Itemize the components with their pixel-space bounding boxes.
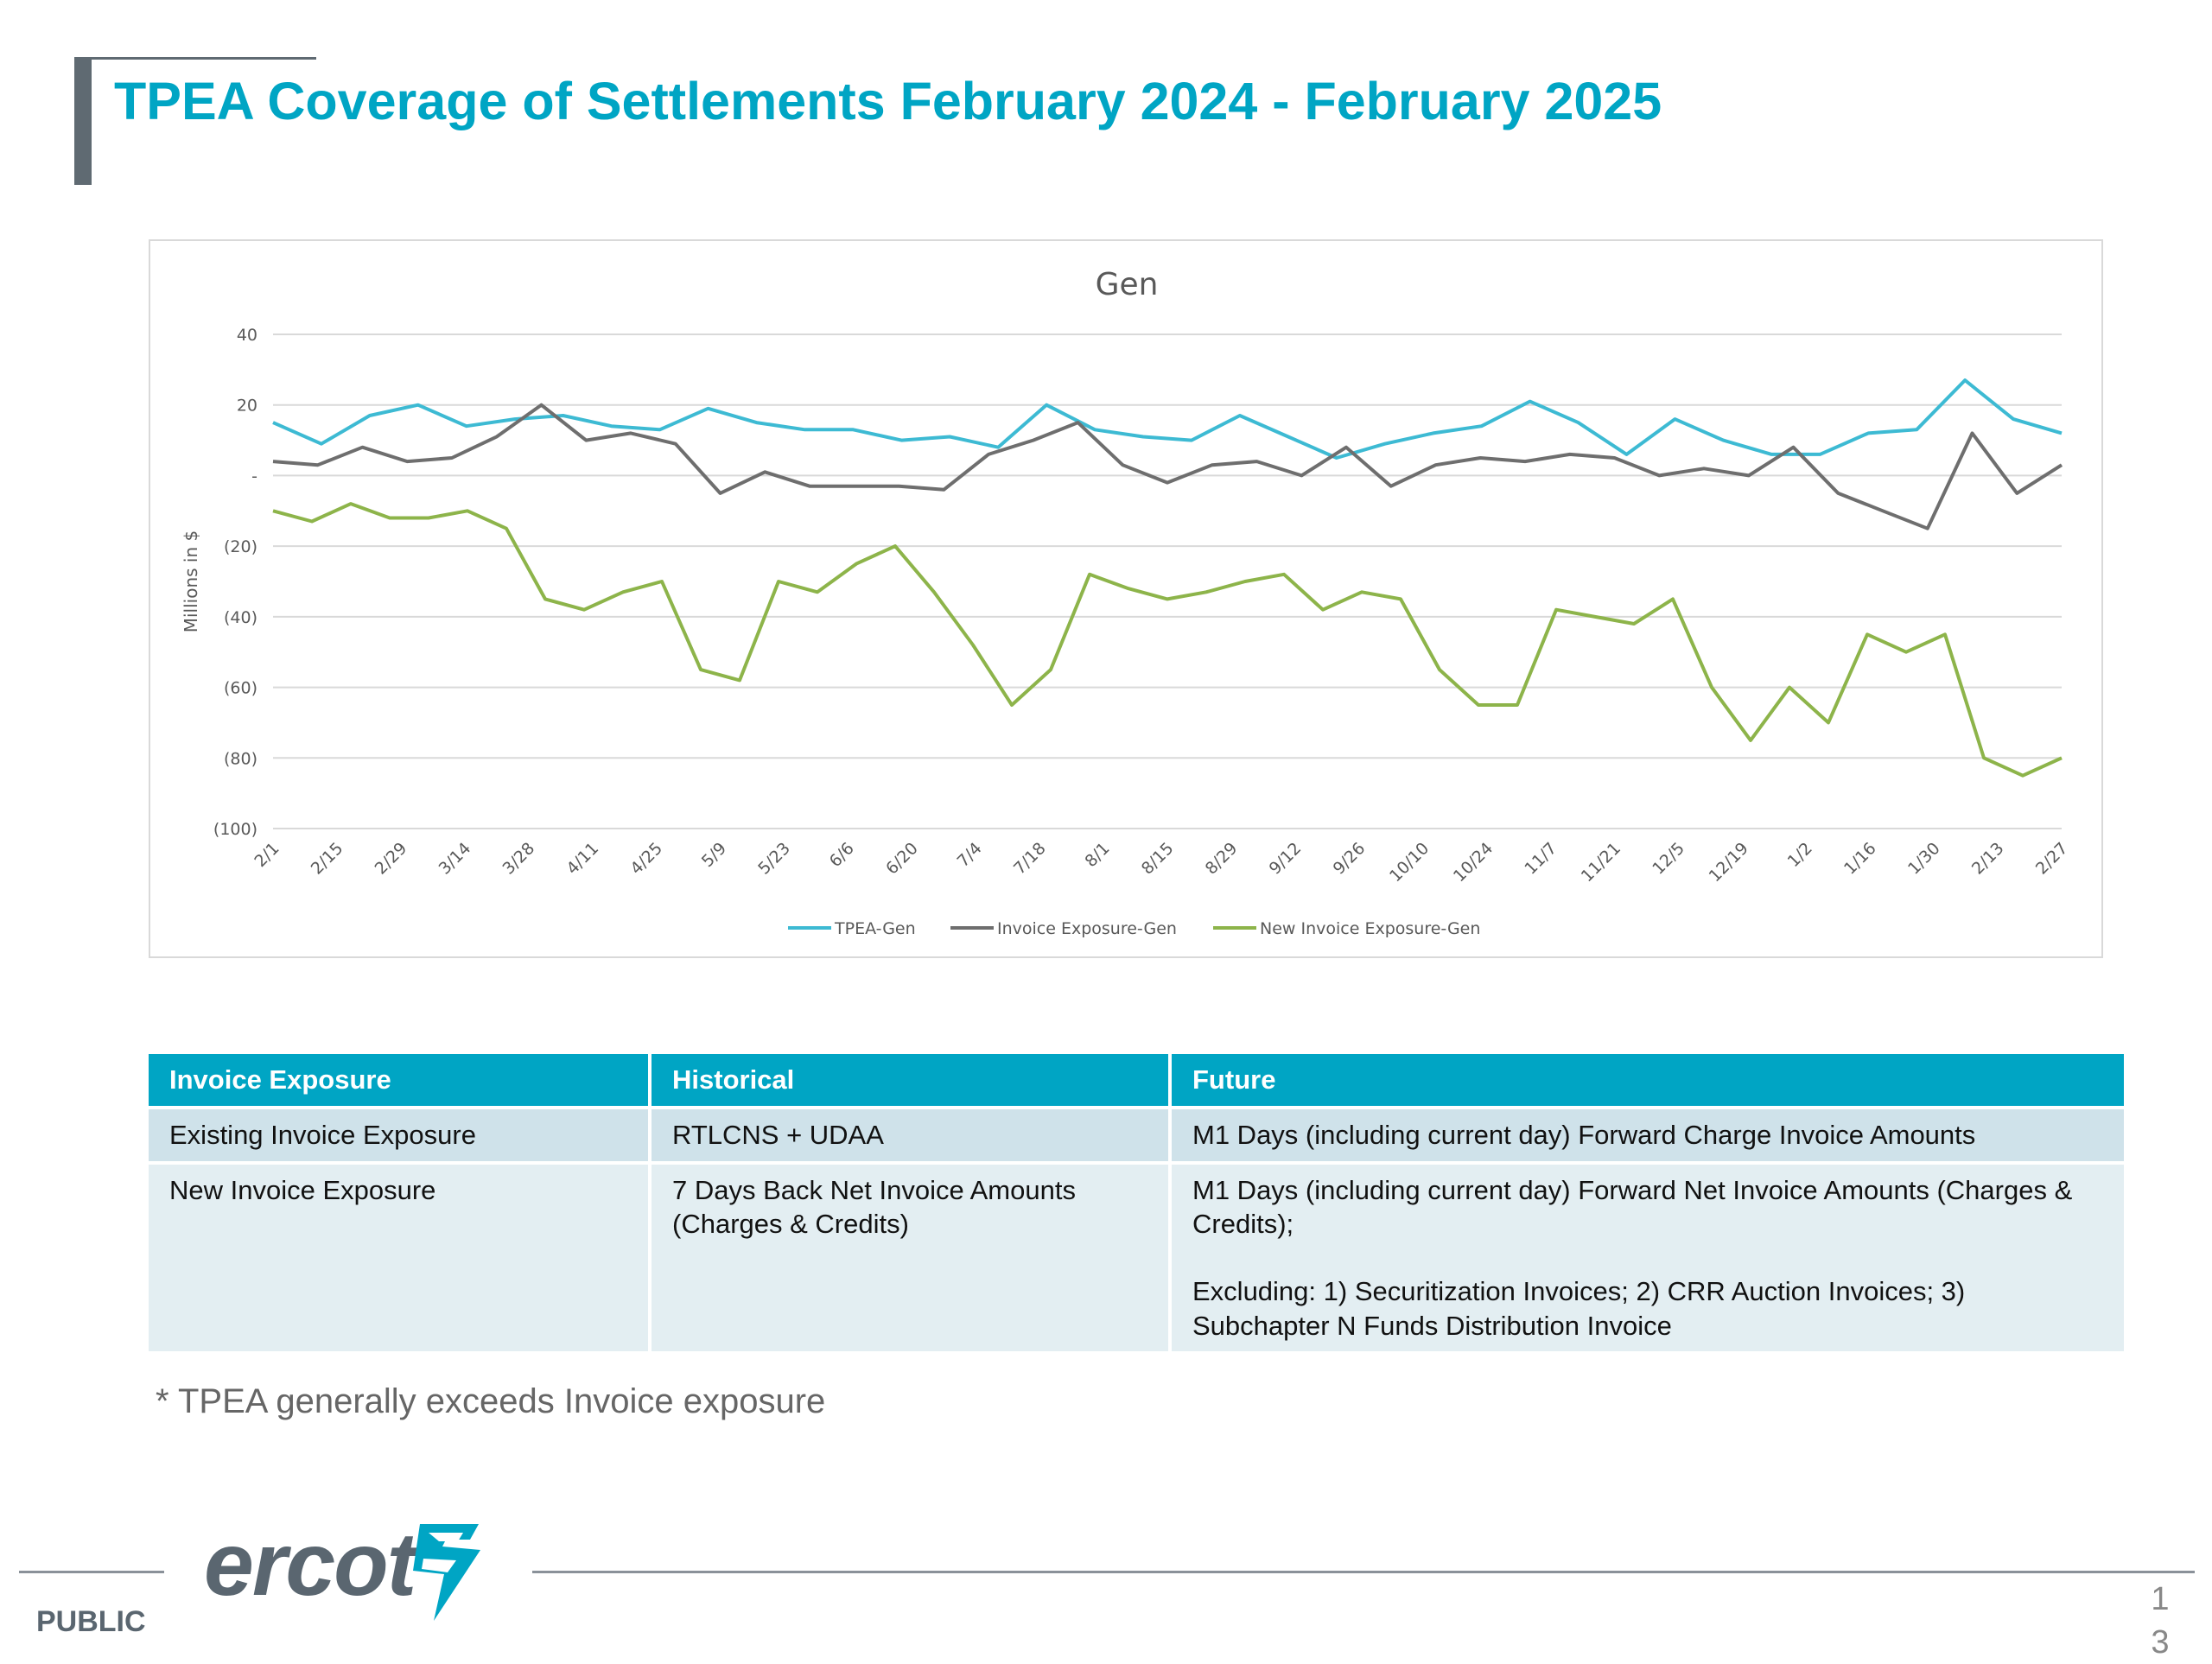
legend-label: TPEA-Gen: [834, 919, 916, 938]
cell-new-invoice-exposure: New Invoice Exposure: [149, 1162, 652, 1356]
x-tick-label: 4/11: [563, 839, 602, 879]
logo-wordmark: ercot: [204, 1515, 416, 1615]
x-tick-label: 1/30: [1904, 839, 1944, 879]
x-tick-label: 2/1: [251, 839, 283, 871]
x-tick-label: 8/1: [1081, 839, 1113, 871]
title-accent-line: [74, 57, 316, 60]
x-tick-label: 12/19: [1706, 839, 1752, 886]
x-tick-label: 10/10: [1386, 839, 1433, 886]
y-tick-label: (20): [224, 537, 257, 556]
cell-forward-net: M1 Days (including current day) Forward …: [1170, 1162, 2127, 1356]
x-tick-label: 2/27: [2032, 839, 2072, 879]
x-tick-label: 6/6: [826, 839, 858, 871]
table-row: Existing Invoice Exposure RTLCNS + UDAA …: [149, 1108, 2127, 1165]
y-tick-label: (60): [224, 679, 257, 698]
table-row: New Invoice Exposure 7 Days Back Net Inv…: [149, 1162, 2127, 1356]
x-tick-label: 9/26: [1330, 839, 1370, 879]
cell-text-line: Excluding: 1) Securitization Invoices; 2…: [1192, 1276, 1966, 1307]
lightning-bolt-icon: [413, 1524, 480, 1621]
title-accent-bar: [74, 57, 92, 185]
x-tick-label: 6/20: [882, 839, 922, 879]
chart-panel: Gen 40 20 - (20) (40) (60) (80) (100) Millions in…: [149, 239, 2103, 958]
series-line: [272, 403, 2063, 530]
x-tick-label: 11/21: [1578, 839, 1624, 886]
cell-text-line: (Charges & Credits): [672, 1209, 909, 1240]
cell-rtlcns-udaa: RTLCNS + UDAA: [650, 1108, 1172, 1165]
series-line: [272, 502, 2063, 778]
cell-forward-charge: M1 Days (including current day) Forward …: [1170, 1108, 2127, 1165]
y-tick-label: 40: [237, 326, 257, 345]
header-historical: Historical: [650, 1054, 1172, 1109]
x-tick-label: 7/4: [954, 839, 986, 871]
x-tick-label: 4/25: [626, 839, 666, 879]
x-tick-label: 3/28: [499, 839, 539, 879]
x-tick-label: 12/5: [1649, 839, 1688, 879]
legend-label: Invoice Exposure-Gen: [997, 919, 1177, 938]
y-tick-label: 20: [237, 397, 257, 416]
page-number: 13: [2151, 1581, 2170, 1661]
classification-label: PUBLIC: [36, 1605, 146, 1638]
y-tick-label: -: [251, 467, 257, 486]
series-line: [272, 378, 2063, 460]
footer-divider-right: [532, 1571, 2195, 1573]
x-tick-label: 3/14: [435, 839, 475, 879]
footer-divider-left: [19, 1571, 164, 1573]
cell-text-line: Subchapter N Funds Distribution Invoice: [1192, 1310, 1672, 1341]
cell-spacer: [1192, 1242, 2103, 1274]
legend-label: New Invoice Exposure-Gen: [1260, 919, 1480, 938]
x-tick-label: 11/7: [1521, 839, 1560, 879]
y-tick-label: (40): [224, 608, 257, 627]
cell-existing-invoice-exposure: Existing Invoice Exposure: [149, 1108, 652, 1165]
footnote: * TPEA generally exceeds Invoice exposur…: [156, 1382, 826, 1420]
x-tick-label: 2/29: [372, 839, 411, 879]
cell-text-line: Credits);: [1192, 1209, 1294, 1240]
x-tick-label: 5/9: [698, 839, 730, 871]
y-axis-label: Millions in $: [181, 530, 201, 633]
exposure-table: Invoice Exposure Historical Future Exist…: [149, 1054, 2127, 1356]
line-chart: Gen 40 20 - (20) (40) (60) (80) (100) Millions in…: [181, 267, 2072, 938]
y-tick-label: (80): [224, 749, 257, 768]
x-tick-label: 8/29: [1202, 839, 1242, 879]
x-tick-label: 1/2: [1784, 839, 1816, 871]
table-header-row: Invoice Exposure Historical Future: [149, 1054, 2127, 1109]
header-future: Future: [1170, 1054, 2127, 1109]
x-tick-label: 7/18: [1010, 839, 1050, 879]
cell-text-line: M1 Days (including current day) Forward …: [1192, 1174, 2073, 1205]
slide-title: TPEA Coverage of Settlements February 20…: [114, 72, 1662, 130]
y-tick-label: (100): [213, 820, 257, 839]
x-tick-label: 1/16: [1840, 839, 1880, 879]
x-tick-label: 10/24: [1450, 839, 1497, 886]
chart-title: Gen: [1096, 267, 1159, 302]
x-tick-label: 8/15: [1138, 839, 1178, 879]
header-invoice-exposure: Invoice Exposure: [149, 1054, 652, 1109]
cell-seven-days-back: 7 Days Back Net Invoice Amounts (Charges…: [650, 1162, 1172, 1356]
ercot-logo: ercot: [204, 1514, 480, 1621]
cell-text-line: 7 Days Back Net Invoice Amounts: [672, 1174, 1076, 1205]
x-tick-label: 2/13: [1968, 839, 2008, 879]
x-tick-label: 9/12: [1266, 839, 1306, 879]
x-tick-label: 5/23: [754, 839, 794, 879]
x-tick-label: 2/15: [308, 839, 347, 879]
